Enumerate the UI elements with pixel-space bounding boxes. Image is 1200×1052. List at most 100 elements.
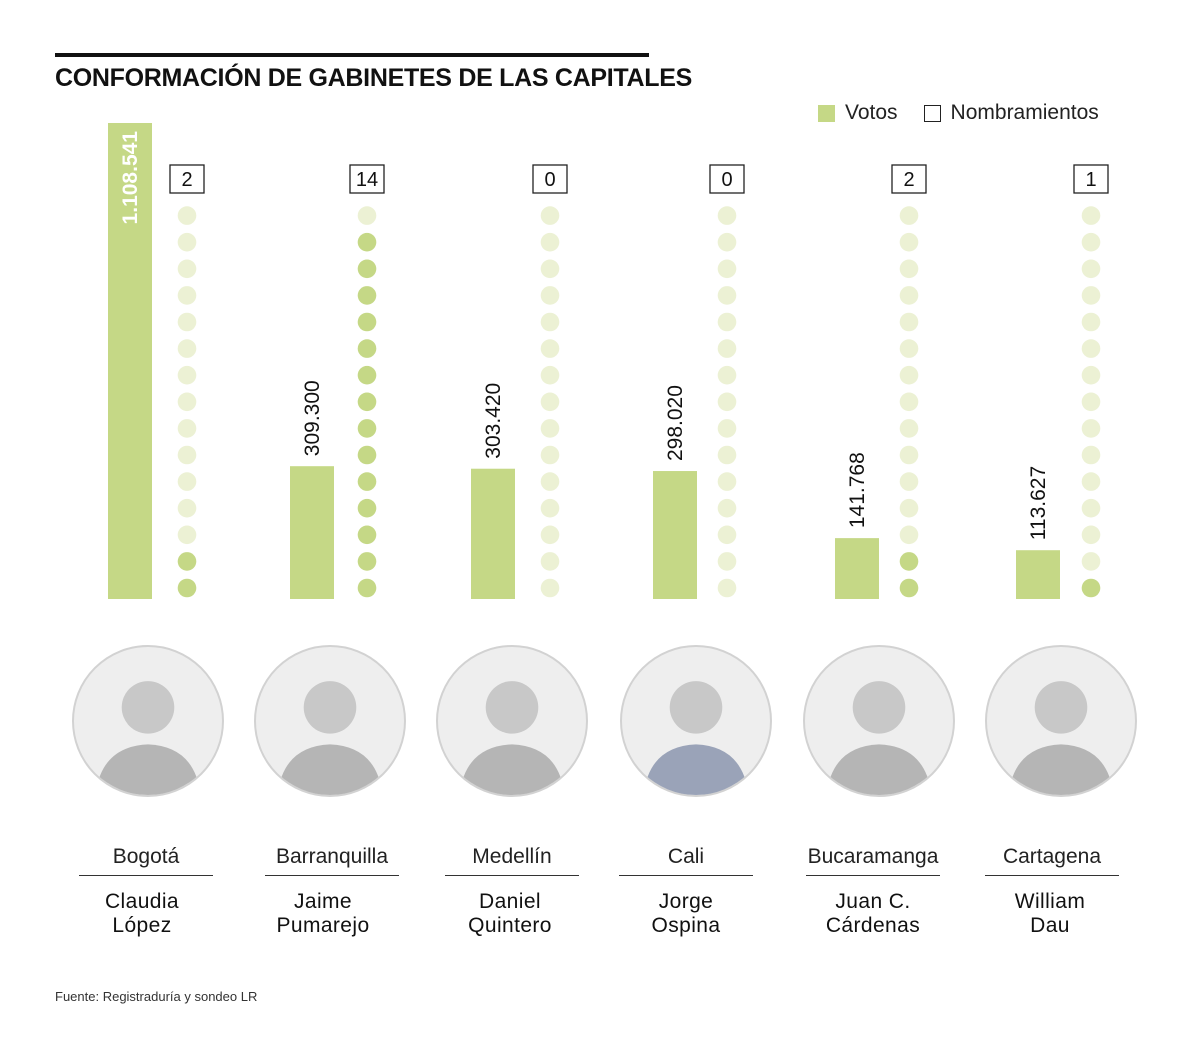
legend-votes-swatch <box>818 104 835 122</box>
vote-bar <box>108 123 152 599</box>
mayor-name: Jaime Pumarejo <box>248 890 398 938</box>
appointment-dot <box>177 232 197 252</box>
appointment-dot <box>357 578 377 598</box>
mayor-first-name: Jorge <box>658 890 714 913</box>
appointment-dot <box>1081 232 1101 252</box>
appointment-dot <box>177 472 197 491</box>
vote-value-label: 141.768 <box>846 452 869 528</box>
appointment-dot <box>357 498 377 518</box>
appointment-dot <box>177 259 197 279</box>
appointment-dot <box>357 232 377 252</box>
portrait-icon <box>277 681 383 795</box>
vote-value-label: 303.420 <box>482 383 505 459</box>
appointment-dot <box>717 365 737 385</box>
appointment-dot <box>177 498 197 518</box>
appointment-dot <box>357 365 377 385</box>
appointment-dot <box>177 206 197 225</box>
appointment-dot <box>899 365 919 385</box>
appointment-dot <box>177 578 197 598</box>
appointment-dot <box>717 232 737 252</box>
legend-appointments-swatch <box>923 104 941 122</box>
appointment-dot <box>357 286 377 305</box>
appointment-dot <box>717 498 737 518</box>
appointment-dot <box>717 472 737 491</box>
appointment-dot <box>540 525 560 545</box>
appointment-dot <box>357 419 377 438</box>
appointment-dot <box>717 525 737 545</box>
appointment-dot <box>717 392 737 412</box>
appointment-dot <box>357 552 377 571</box>
appointment-dot <box>1081 498 1101 518</box>
appointment-dot <box>1081 259 1101 279</box>
appointment-dot <box>899 445 919 465</box>
appointment-dot <box>1081 552 1101 571</box>
votes-appointments-chart: 1.108.541 2 309.300 14 303.420 0 298.020 0 141.7… <box>108 123 1109 599</box>
appointment-dot <box>357 525 377 545</box>
appointment-dot <box>717 578 737 598</box>
appointment-dot <box>540 498 560 518</box>
appointment-dot <box>1081 445 1101 465</box>
mayor-name: Claudia López <box>67 890 217 938</box>
mayor-name: Daniel Quintero <box>435 890 585 938</box>
mayor-name: William Dau <box>975 890 1125 938</box>
appointment-dot <box>899 339 919 358</box>
appointment-dot <box>1081 525 1101 545</box>
portrait-icon <box>95 681 201 795</box>
legend-votes-label: Votos <box>845 101 898 124</box>
vote-value-label: 1.108.541 <box>119 131 142 225</box>
city-label: Medellín <box>445 845 579 876</box>
vote-value-label: 298.020 <box>664 385 687 461</box>
appointment-dot <box>177 419 197 438</box>
appointment-dot <box>540 232 560 252</box>
appointment-dot <box>899 259 919 279</box>
appointment-dot <box>540 445 560 465</box>
appointment-dot <box>357 259 377 279</box>
appointment-count-box <box>349 164 385 194</box>
appointment-dot <box>899 525 919 545</box>
appointment-dot <box>540 312 560 332</box>
appointment-dot <box>540 578 560 598</box>
appointment-dot <box>717 552 737 571</box>
mayor-first-name: Juan C. <box>835 890 911 913</box>
appointment-dot <box>899 419 919 438</box>
city-label: Bogotá <box>79 845 213 876</box>
vote-bar <box>290 466 334 599</box>
mayor-first-name: William <box>1014 890 1086 913</box>
appointment-count-label: 0 <box>544 169 555 191</box>
appointment-count-label: 1 <box>1085 169 1096 191</box>
appointment-dot <box>1081 419 1101 438</box>
appointment-dot <box>540 206 560 225</box>
appointment-dot <box>899 312 919 332</box>
appointment-dot <box>540 259 560 279</box>
appointment-dot <box>1081 578 1101 598</box>
mayor-photo <box>620 645 772 797</box>
mayor-photo <box>985 645 1137 797</box>
mayor-photo <box>436 645 588 797</box>
appointment-dot <box>899 392 919 412</box>
vote-bar <box>653 471 697 599</box>
city-label: Barranquilla <box>265 845 399 876</box>
appointment-dot <box>357 472 377 491</box>
source-note: Fuente: Registraduría y sondeo LR <box>55 989 258 1004</box>
appointment-dot <box>717 419 737 438</box>
appointment-dot <box>540 419 560 438</box>
mayor-last-name: Quintero <box>468 914 552 937</box>
portrait-icon <box>643 681 749 795</box>
appointment-dot <box>1081 339 1101 358</box>
portrait-icon <box>459 681 565 795</box>
mayor-last-name: Pumarejo <box>276 914 370 937</box>
appointment-dot <box>1081 206 1101 225</box>
vote-value-label: 113.627 <box>1027 466 1050 540</box>
mayor-first-name: Jaime <box>293 890 353 913</box>
vote-bar <box>1016 550 1060 599</box>
appointment-dot <box>540 392 560 412</box>
appointment-count-label: 2 <box>903 169 914 191</box>
portrait-icon <box>826 681 932 795</box>
appointment-dot <box>717 312 737 332</box>
appointment-dot <box>540 472 560 491</box>
mayor-last-name: Ospina <box>651 914 721 937</box>
mayor-first-name: Claudia <box>104 890 179 913</box>
appointment-dot <box>1081 392 1101 412</box>
appointment-dot <box>540 365 560 385</box>
appointment-dot <box>540 286 560 305</box>
